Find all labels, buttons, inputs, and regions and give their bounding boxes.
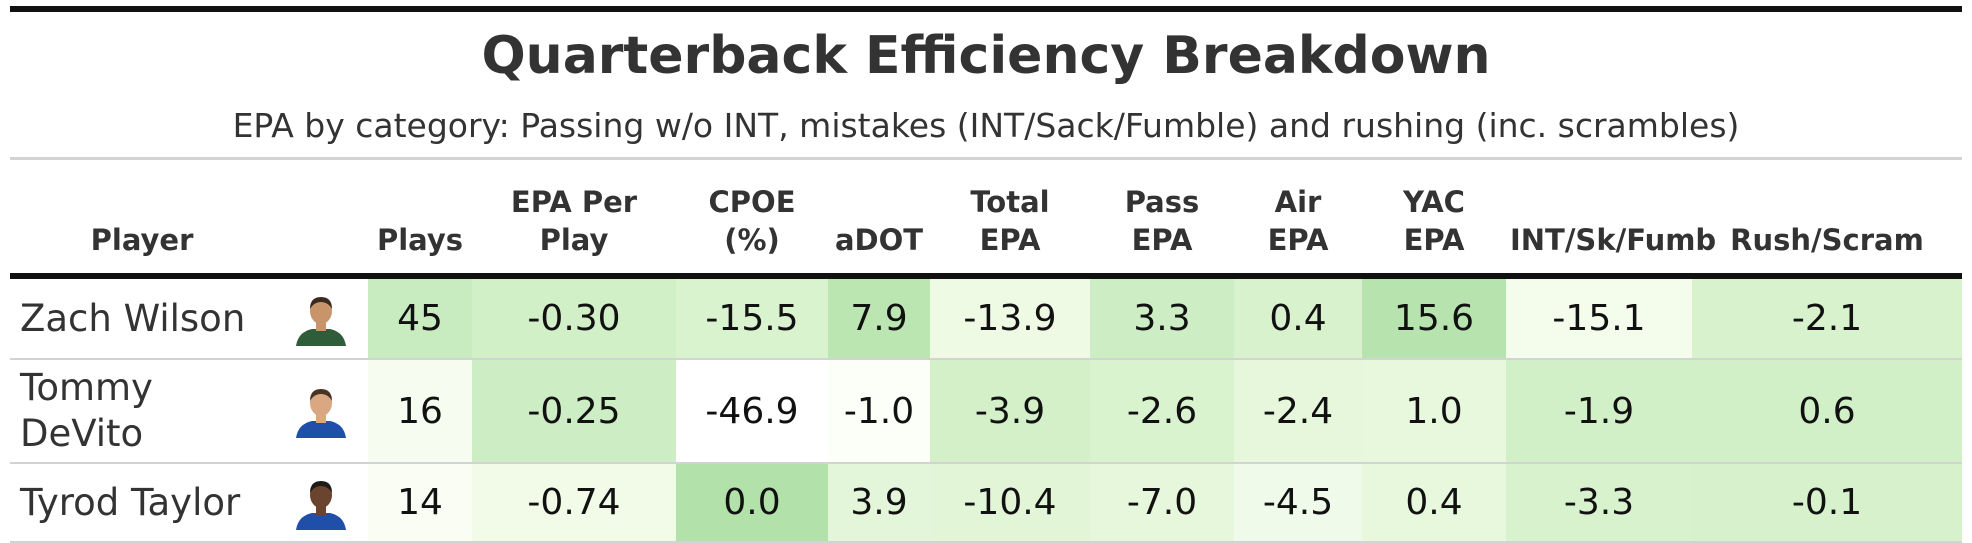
column-header-epa-per-play-line1: EPA Per [510,185,638,219]
column-header-yac-epa-line1: YAC [1403,185,1465,219]
column-header-yac-epa-line2: EPA [1403,223,1465,257]
player-name-cell: Tyrod Taylor [10,463,274,543]
column-header-player: Player [10,160,274,279]
adot-cell: 3.9 [828,463,930,543]
column-header-yac-epa: YAC EPA [1362,160,1506,279]
rush-scram-cell: -2.1 [1692,276,1962,360]
adot-cell: 7.9 [828,276,930,360]
column-header-headshot [274,160,368,279]
adot-cell: -1.0 [828,359,930,464]
table-subtitle: EPA by category: Passing w/o INT, mistak… [232,106,1740,145]
total-epa-cell: -10.4 [930,463,1090,543]
epa-per-play-cell: -0.25 [472,359,676,464]
player-name-cell: Tommy DeVito [10,359,274,464]
header-rule [10,157,1962,160]
table-row: Zach Wilson 45 -0.30 -15.5 7.9 -13.9 3.3… [10,276,1962,360]
plays-cell: 45 [368,276,472,360]
epa-per-play-cell: -0.30 [472,276,676,360]
column-header-epa-per-play-line2: Play [539,223,609,257]
column-header-adot: aDOT [828,160,930,279]
headshot-cell [274,359,368,464]
column-header-epa-per-play: EPA Per Play [472,160,676,279]
table-title: Quarterback Efficiency Breakdown [481,26,1491,86]
yac-epa-cell: 1.0 [1362,359,1506,464]
column-header-cpoe-line1: CPOE [708,185,796,219]
column-header-rush-scram: Rush/Scram [1692,160,1962,279]
column-header-plays: Plays [368,160,472,279]
pass-epa-cell: 3.3 [1090,276,1234,360]
pass-epa-cell: -7.0 [1090,463,1234,543]
table-row: Tommy DeVito 16 -0.25 -46.9 -1.0 -3.9 -2… [10,359,1962,464]
yac-epa-cell: 0.4 [1362,463,1506,543]
qb-efficiency-table: Player Plays EPA Per Play CPOE (%) aDOT … [10,160,1962,543]
pass-epa-cell: -2.6 [1090,359,1234,464]
column-header-total-epa-line2: EPA [979,223,1041,257]
column-header-pass-epa: Pass EPA [1090,160,1234,279]
total-epa-cell: -13.9 [930,276,1090,360]
header-row: Player Plays EPA Per Play CPOE (%) aDOT … [10,160,1962,279]
player-name-cell: Zach Wilson [10,276,274,360]
plays-cell: 14 [368,463,472,543]
plays-cell: 16 [368,359,472,464]
air-epa-cell: -2.4 [1234,359,1362,464]
cpoe-cell: -46.9 [676,359,828,464]
player-headshot-icon [296,296,346,346]
top-rule [10,6,1962,12]
headshot-cell [274,276,368,360]
epa-per-play-cell: -0.74 [472,463,676,543]
player-headshot-icon [296,480,346,530]
int-sk-fumb-cell: -1.9 [1506,359,1692,464]
headshot-cell [274,463,368,543]
column-header-int-sk-fumb: INT/Sk/Fumb [1506,160,1716,279]
column-header-cpoe: CPOE (%) [676,160,828,279]
column-header-cpoe-line2: (%) [724,223,780,257]
column-header-total-epa: Total EPA [930,160,1090,279]
cpoe-cell: 0.0 [676,463,828,543]
column-header-air-epa-line1: Air [1274,185,1322,219]
rush-scram-cell: 0.6 [1692,359,1962,464]
table-row: Tyrod Taylor 14 -0.74 0.0 3.9 -10.4 -7.0… [10,463,1962,543]
column-header-pass-epa-line2: EPA [1131,223,1193,257]
column-header-air-epa-line2: EPA [1267,223,1329,257]
player-headshot-icon [296,389,346,438]
int-sk-fumb-cell: -3.3 [1506,463,1692,543]
column-header-air-epa: Air EPA [1234,160,1362,279]
int-sk-fumb-cell: -15.1 [1506,276,1692,360]
total-epa-cell: -3.9 [930,359,1090,464]
air-epa-cell: 0.4 [1234,276,1362,360]
cpoe-cell: -15.5 [676,276,828,360]
air-epa-cell: -4.5 [1234,463,1362,543]
column-header-total-epa-line1: Total [970,185,1050,219]
yac-epa-cell: 15.6 [1362,276,1506,360]
column-header-pass-epa-line1: Pass [1124,185,1200,219]
rush-scram-cell: -0.1 [1692,463,1962,543]
